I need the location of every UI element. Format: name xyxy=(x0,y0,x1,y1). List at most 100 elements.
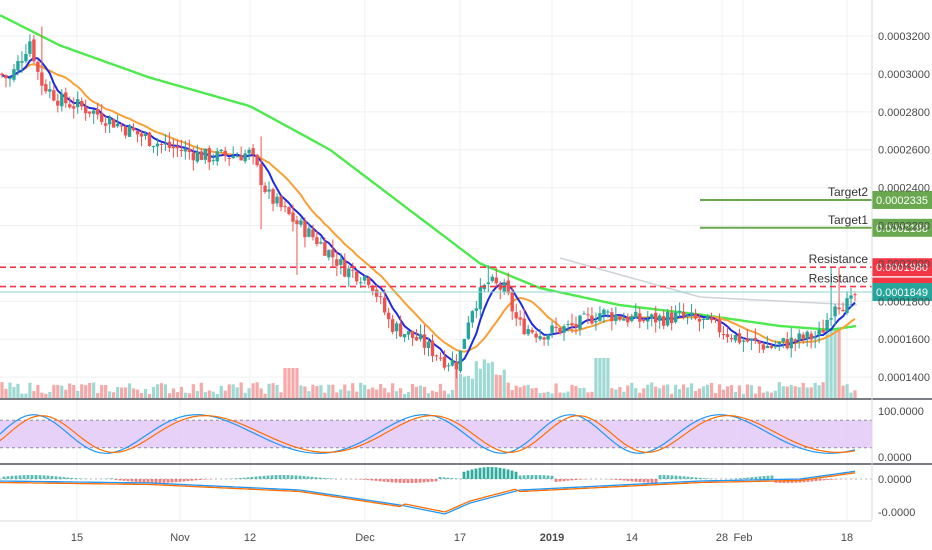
candle-body xyxy=(813,336,817,339)
macd-hist-bar xyxy=(50,475,54,479)
volume-bar xyxy=(805,387,809,398)
macd-hist-bar xyxy=(286,475,290,479)
macd-hist-bar xyxy=(430,479,434,482)
candle-body xyxy=(777,342,781,345)
volume-bar xyxy=(147,393,152,398)
macd-hist-bar xyxy=(698,477,702,479)
candle-body xyxy=(458,350,463,372)
macd-hist-bar xyxy=(482,467,486,479)
volume-bar xyxy=(853,390,857,398)
candle-body xyxy=(809,333,813,340)
macd-hist-bar xyxy=(162,479,166,483)
candle-body xyxy=(52,90,56,101)
candle-body xyxy=(371,285,375,291)
candle-body xyxy=(367,277,371,285)
candle-body xyxy=(630,316,634,321)
candle-body xyxy=(462,338,467,349)
candle-body xyxy=(139,133,144,137)
stoch-band xyxy=(0,420,872,448)
macd-hist-bar xyxy=(130,479,134,482)
candle-body xyxy=(195,151,200,162)
volume-bar xyxy=(402,393,407,398)
candle-body xyxy=(159,143,164,145)
volume-bar xyxy=(674,384,678,398)
candle-body xyxy=(737,333,742,343)
moving-averages xyxy=(0,14,858,364)
macd-hist-bar xyxy=(234,478,238,479)
volume-bar xyxy=(745,384,749,398)
candle-body xyxy=(642,319,646,322)
candle-body xyxy=(634,311,638,318)
macd-hist-bar xyxy=(194,479,198,481)
macd-hist-bar xyxy=(686,476,690,479)
candle-body xyxy=(562,326,566,333)
candle-body xyxy=(267,189,271,192)
volume-bar xyxy=(235,387,239,398)
candle-body xyxy=(510,292,514,312)
volume-bar xyxy=(809,387,813,398)
macd-hist-bar xyxy=(202,479,206,480)
candle-body xyxy=(283,206,287,208)
macd-hist-bar xyxy=(178,479,182,482)
volume-bar xyxy=(721,389,726,398)
volume-bar xyxy=(44,393,48,398)
volume-bar xyxy=(171,388,175,398)
volume-bar xyxy=(56,384,60,398)
macd-hist-bar xyxy=(242,477,246,479)
volume-bar xyxy=(582,387,586,398)
volume-bar xyxy=(227,384,231,398)
candle-body xyxy=(235,156,239,158)
candle-body xyxy=(119,125,124,127)
macd-hist-bar xyxy=(830,479,834,480)
candle-body xyxy=(307,228,311,237)
macd-hist-bar xyxy=(570,479,574,481)
macd-hist-bar xyxy=(414,479,418,483)
candle-body xyxy=(574,323,578,328)
candle-body xyxy=(123,127,128,136)
candle-body xyxy=(68,104,72,108)
macd-hist-bar xyxy=(126,479,130,482)
candle-body xyxy=(347,268,351,278)
macd-hist-bar xyxy=(826,479,830,480)
volume-bar xyxy=(112,392,116,398)
candle-body xyxy=(299,220,303,225)
macd-hist-bar xyxy=(766,475,770,479)
candle-body xyxy=(171,146,176,149)
x-tick-label: 15 xyxy=(71,532,83,544)
x-tick-label: Feb xyxy=(734,532,753,544)
macd-hist-bar xyxy=(246,477,250,479)
x-tick-label: 28 xyxy=(716,532,728,544)
macd-hist-bar xyxy=(654,479,658,483)
candle-body xyxy=(849,295,853,299)
volume-bar xyxy=(295,368,299,398)
volume-bar xyxy=(391,383,395,398)
candle-body xyxy=(151,145,156,147)
macd-hist-bar xyxy=(110,478,114,479)
volume-bar xyxy=(36,384,40,398)
macd-hist-bar xyxy=(814,479,818,482)
macd-hist-bar xyxy=(14,475,18,479)
macd-hist-bar xyxy=(278,475,282,479)
macd-hist-bar xyxy=(322,477,326,479)
candle-body xyxy=(470,311,475,323)
volume-bar xyxy=(167,393,172,398)
macd-hist-bar xyxy=(542,475,546,479)
volume-bar xyxy=(741,393,746,398)
candle-body xyxy=(650,314,654,319)
macd-hist-bar xyxy=(402,479,406,483)
volume-bar xyxy=(108,391,112,398)
macd-hist-bar xyxy=(694,477,698,479)
candle-body xyxy=(717,319,722,333)
volume-bar xyxy=(686,387,690,398)
candle-body xyxy=(753,337,758,341)
x-tick-label: 12 xyxy=(244,532,256,544)
volume-bar xyxy=(546,391,550,398)
macd-hist-bar xyxy=(498,467,502,479)
volume-bar xyxy=(777,382,781,398)
volume-bar xyxy=(606,358,610,398)
candle-body xyxy=(72,106,76,109)
volume-bar xyxy=(566,391,570,398)
candle-body xyxy=(0,73,4,76)
volume-bar xyxy=(821,382,825,398)
macd-hist-bar xyxy=(58,476,62,479)
